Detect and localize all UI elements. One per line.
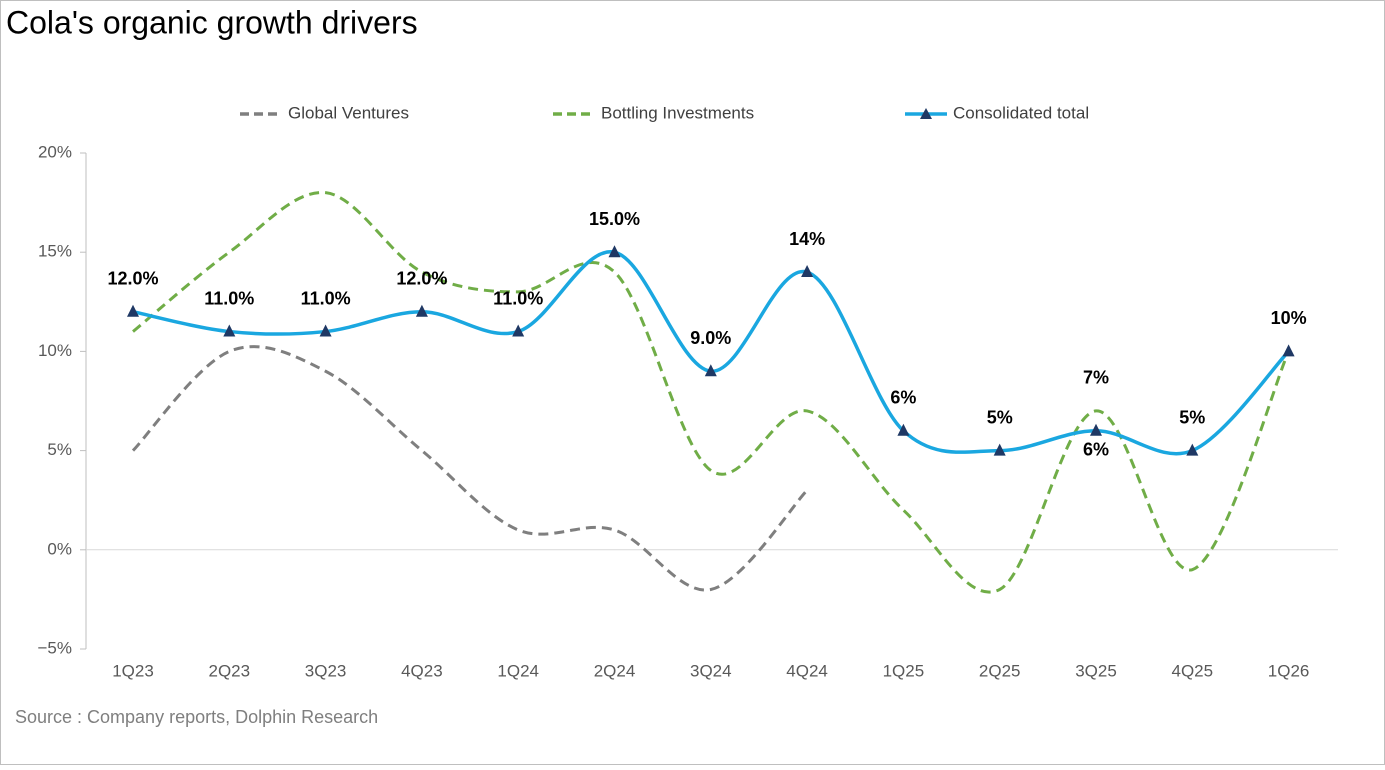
legend-marker	[920, 108, 932, 119]
value-label: 15.0%	[589, 209, 640, 229]
value-label: 12.0%	[107, 268, 158, 288]
point-marker	[512, 324, 525, 337]
x-tick-label: 1Q25	[883, 661, 925, 680]
value-label: 10%	[1271, 308, 1307, 328]
x-tick-label: 1Q26	[1268, 661, 1310, 680]
x-tick-label: 2Q25	[979, 661, 1021, 680]
point-marker	[415, 304, 428, 317]
value-label: 5%	[1179, 407, 1205, 427]
value-label: 9.0%	[690, 328, 731, 348]
chart-title: Cola's organic growth drivers	[6, 4, 418, 40]
y-tick-label: 10%	[38, 341, 72, 360]
point-marker	[1090, 423, 1102, 436]
value-label: 6%	[1083, 440, 1109, 460]
point-marker	[897, 423, 910, 436]
x-tick-label: 1Q24	[497, 661, 539, 680]
legend-label: Global Ventures	[288, 103, 409, 122]
value-label: 11.0%	[301, 288, 351, 308]
x-tick-label: 2Q23	[209, 661, 251, 680]
value-label: 11.0%	[204, 288, 254, 308]
value-label: 5%	[987, 407, 1013, 427]
value-label: 12.0%	[396, 268, 447, 288]
legend-label: Consolidated total	[953, 103, 1089, 122]
x-tick-label: 4Q23	[401, 661, 443, 680]
series-line	[131, 345, 809, 592]
point-marker	[223, 324, 236, 337]
y-tick-label: −5%	[38, 638, 73, 657]
x-tick-label: 1Q23	[112, 661, 154, 680]
point-marker	[127, 304, 139, 317]
point-marker	[704, 364, 717, 377]
value-label: 6%	[890, 388, 916, 408]
point-marker	[1282, 344, 1295, 357]
y-tick-label: 20%	[38, 142, 72, 161]
point-marker	[1186, 443, 1199, 456]
x-tick-label: 3Q23	[305, 661, 347, 680]
value-label: 14%	[789, 229, 825, 249]
x-tick-label: 4Q25	[1172, 661, 1214, 680]
point-marker	[608, 245, 621, 258]
value-label: 11.0%	[493, 288, 543, 308]
point-marker	[993, 443, 1006, 456]
x-tick-label: 2Q24	[594, 661, 636, 680]
legend-label: Bottling Investments	[601, 103, 754, 122]
value-label: 7%	[1083, 368, 1109, 388]
source-note: Source : Company reports, Dolphin Resear…	[15, 707, 378, 727]
y-tick-label: 0%	[47, 539, 72, 558]
y-tick-label: 5%	[47, 440, 72, 459]
x-tick-label: 3Q24	[690, 661, 732, 680]
x-tick-label: 4Q24	[786, 661, 828, 680]
point-marker	[801, 265, 814, 278]
x-tick-label: 3Q25	[1075, 661, 1117, 680]
y-tick-label: 15%	[38, 242, 72, 261]
point-marker	[319, 324, 332, 337]
